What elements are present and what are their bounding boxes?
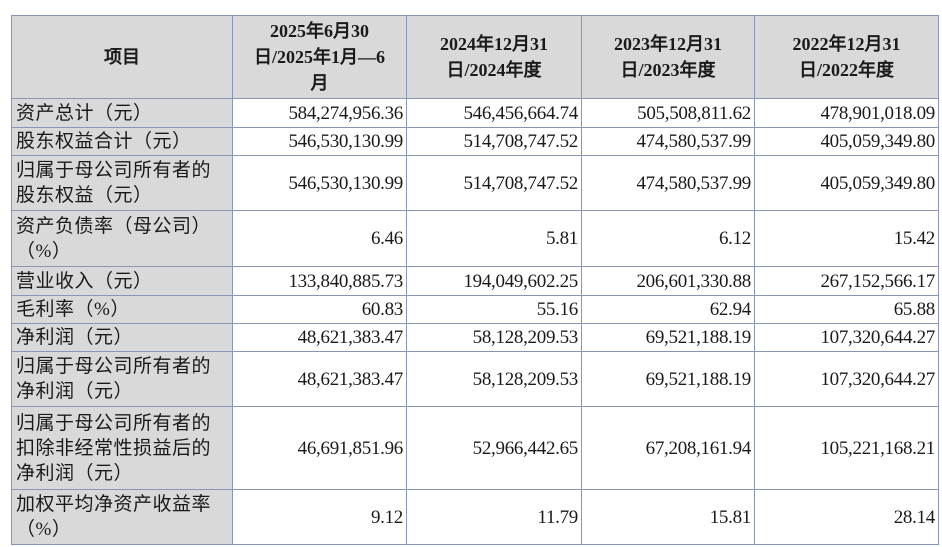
- cell-value: 505,508,811.62: [581, 98, 755, 128]
- row-label: 营业收入（元）: [11, 266, 233, 296]
- row-label: 股东权益合计（元）: [11, 127, 233, 156]
- row-label: 加权平均净资产收益率（%）: [11, 489, 233, 545]
- cell-value: 474,580,537.99: [581, 155, 755, 211]
- cell-value: 474,580,537.99: [581, 127, 755, 156]
- cell-value: 107,320,644.27: [754, 323, 939, 352]
- table-row: 归属于母公司所有者的扣除非经常性损益后的净利润（元） 46,691,851.96 5…: [11, 406, 939, 490]
- cell-value: 107,320,644.27: [754, 351, 939, 407]
- table-row: 毛利率（%） 60.83 55.16 62.94 65.88: [11, 295, 939, 324]
- cell-value: 62.94: [581, 295, 755, 324]
- cell-value: 478,901,018.09: [754, 98, 939, 128]
- table-row: 归属于母公司所有者的净利润（元） 48,621,383.47 58,128,209.…: [11, 351, 939, 407]
- row-label: 资产总计（元）: [11, 98, 233, 128]
- row-label: 归属于母公司所有者的扣除非经常性损益后的净利润（元）: [11, 406, 233, 490]
- table-row: 股东权益合计（元） 546,530,130.99 514,708,747.52 474…: [11, 127, 939, 156]
- cell-value: 52,966,442.65: [406, 406, 582, 490]
- cell-value: 15.81: [581, 489, 755, 545]
- cell-value: 206,601,330.88: [581, 266, 755, 296]
- table-row: 资产负债率（母公司）（%） 6.46 5.81 6.12 15.42: [11, 210, 939, 267]
- header-2022: 2022年12月31日/2022年度: [754, 15, 939, 99]
- table-row: 营业收入（元） 133,840,885.73 194,049,602.25 206,6…: [11, 266, 939, 296]
- row-label: 净利润（元）: [11, 323, 233, 352]
- financial-data-table: 项目 2025年6月30日/2025年1月—6月 2024年12月31日/202…: [11, 15, 939, 545]
- header-2025h1: 2025年6月30日/2025年1月—6月: [232, 15, 407, 99]
- cell-value: 546,456,664.74: [406, 98, 582, 128]
- cell-value: 11.79: [406, 489, 582, 545]
- cell-value: 69,521,188.19: [581, 351, 755, 407]
- cell-value: 546,530,130.99: [232, 155, 407, 211]
- cell-value: 48,621,383.47: [232, 351, 407, 407]
- cell-value: 28.14: [754, 489, 939, 545]
- cell-value: 405,059,349.80: [754, 155, 939, 211]
- cell-value: 514,708,747.52: [406, 127, 582, 156]
- cell-value: 60.83: [232, 295, 407, 324]
- cell-value: 6.46: [232, 210, 407, 267]
- cell-value: 546,530,130.99: [232, 127, 407, 156]
- cell-value: 9.12: [232, 489, 407, 545]
- cell-value: 15.42: [754, 210, 939, 267]
- cell-value: 194,049,602.25: [406, 266, 582, 296]
- cell-value: 58,128,209.53: [406, 351, 582, 407]
- cell-value: 5.81: [406, 210, 582, 267]
- cell-value: 584,274,956.36: [232, 98, 407, 128]
- cell-value: 267,152,566.17: [754, 266, 939, 296]
- cell-value: 46,691,851.96: [232, 406, 407, 490]
- table-row: 加权平均净资产收益率（%） 9.12 11.79 15.81 28.14: [11, 489, 939, 545]
- header-2024: 2024年12月31日/2024年度: [406, 15, 582, 99]
- cell-value: 67,208,161.94: [581, 406, 755, 490]
- header-row: 项目 2025年6月30日/2025年1月—6月 2024年12月31日/202…: [11, 15, 939, 99]
- row-label: 资产负债率（母公司）（%）: [11, 210, 233, 267]
- cell-value: 48,621,383.47: [232, 323, 407, 352]
- cell-value: 6.12: [581, 210, 755, 267]
- row-label: 归属于母公司所有者的净利润（元）: [11, 351, 233, 407]
- cell-value: 405,059,349.80: [754, 127, 939, 156]
- table-row: 资产总计（元） 584,274,956.36 546,456,664.74 505,5…: [11, 98, 939, 128]
- header-item: 项目: [11, 15, 233, 99]
- cell-value: 65.88: [754, 295, 939, 324]
- cell-value: 133,840,885.73: [232, 266, 407, 296]
- row-label: 归属于母公司所有者的股东权益（元）: [11, 155, 233, 211]
- row-label: 毛利率（%）: [11, 295, 233, 324]
- cell-value: 105,221,168.21: [754, 406, 939, 490]
- header-2023: 2023年12月31日/2023年度: [581, 15, 755, 99]
- cell-value: 58,128,209.53: [406, 323, 582, 352]
- cell-value: 514,708,747.52: [406, 155, 582, 211]
- cell-value: 55.16: [406, 295, 582, 324]
- cell-value: 69,521,188.19: [581, 323, 755, 352]
- table-row: 归属于母公司所有者的股东权益（元） 546,530,130.99 514,708,7…: [11, 155, 939, 211]
- table-row: 净利润（元） 48,621,383.47 58,128,209.53 69,521,1…: [11, 323, 939, 352]
